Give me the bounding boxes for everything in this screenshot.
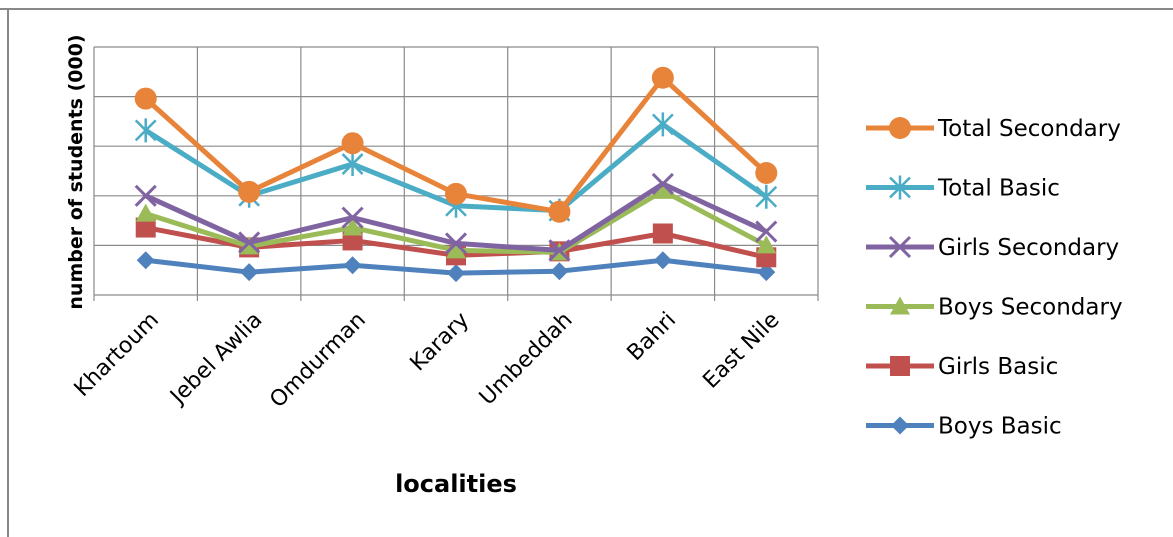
point-girls-secondary-bahri bbox=[651, 172, 674, 195]
legend-marker bbox=[889, 117, 911, 139]
point-boys-secondary-omdurman bbox=[342, 217, 363, 236]
legend-item-total-secondary: Total Secondary bbox=[866, 116, 1121, 142]
point-total-secondary-khartoum bbox=[134, 87, 157, 110]
legend-marker bbox=[889, 175, 911, 200]
legend-label: Boys Secondary bbox=[938, 295, 1123, 321]
legend-item-girls-secondary: Girls Secondary bbox=[866, 235, 1119, 261]
series-layer bbox=[134, 66, 778, 283]
point-total-secondary-bahri bbox=[651, 66, 674, 89]
point-total-basic-khartoum bbox=[134, 118, 157, 143]
point-boys-basic-omdurman bbox=[343, 256, 362, 275]
point-girls-secondary-karary bbox=[444, 232, 468, 255]
series-boys-basic bbox=[136, 251, 776, 283]
point-girls-secondary-omdurman bbox=[341, 206, 364, 229]
point-total-secondary-omdurman bbox=[341, 132, 364, 155]
point-total-secondary-east-nile bbox=[755, 161, 778, 184]
point-boys-basic-jebel-awlia bbox=[240, 263, 259, 282]
point-total-basic-omdurman bbox=[341, 152, 364, 177]
point-total-basic-east-nile bbox=[755, 184, 778, 209]
y-axis-title: number of students (000) bbox=[65, 34, 87, 309]
legend-item-boys-basic: Boys Basic bbox=[866, 414, 1062, 440]
point-boys-secondary-karary bbox=[446, 240, 466, 259]
point-total-secondary-karary bbox=[445, 182, 467, 205]
point-boys-secondary-east-nile bbox=[756, 235, 777, 254]
point-total-basic-bahri bbox=[651, 112, 674, 137]
frame-border-top bbox=[0, 8, 1173, 10]
point-boys-basic-karary bbox=[447, 264, 465, 283]
x-axis-title: localities bbox=[395, 470, 517, 498]
x-tick-label: Umbeddah bbox=[475, 308, 578, 411]
legend-label: Boys Basic bbox=[938, 414, 1062, 440]
x-tick-label: Khartoum bbox=[70, 308, 164, 402]
legend-label: Girls Secondary bbox=[938, 235, 1119, 261]
point-total-secondary-jebel-awlia bbox=[238, 180, 261, 203]
point-girls-secondary-khartoum bbox=[134, 184, 157, 207]
point-girls-secondary-east-nile bbox=[755, 220, 778, 243]
series-total-secondary bbox=[134, 66, 778, 223]
legend-label: Total Secondary bbox=[937, 116, 1121, 142]
point-boys-basic-bahri bbox=[653, 251, 672, 270]
point-total-secondary-umbeddah bbox=[548, 200, 571, 223]
x-tick-label: Omdurman bbox=[265, 308, 370, 413]
legend-marker bbox=[891, 416, 909, 435]
legend-label: Girls Basic bbox=[938, 354, 1058, 380]
point-girls-basic-bahri bbox=[652, 223, 673, 244]
legend-marker bbox=[890, 356, 910, 376]
frame-border-left bbox=[7, 8, 9, 537]
point-boys-secondary-khartoum bbox=[135, 203, 156, 222]
x-tick-label: East Nile bbox=[698, 308, 784, 394]
legend-item-boys-secondary: Boys Secondary bbox=[866, 295, 1123, 321]
x-tick-label: Bahri bbox=[623, 308, 681, 366]
legend: Total Secondary Total Basic Girls Secondar… bbox=[866, 116, 1123, 440]
point-girls-secondary-umbeddah bbox=[548, 239, 571, 262]
legend-label: Total Basic bbox=[937, 176, 1060, 202]
x-tick-label: Karary bbox=[406, 308, 475, 377]
point-boys-basic-east-nile bbox=[757, 263, 776, 282]
series-total-basic bbox=[134, 112, 778, 223]
point-boys-secondary-bahri bbox=[652, 180, 673, 199]
legend-item-girls-basic: Girls Basic bbox=[866, 354, 1058, 380]
point-girls-secondary-jebel-awlia bbox=[238, 231, 261, 254]
point-boys-secondary-jebel-awlia bbox=[239, 236, 260, 255]
legend-marker bbox=[890, 296, 910, 315]
x-tick-label: Jebel Awlia bbox=[165, 308, 268, 411]
legend-marker bbox=[888, 235, 912, 259]
point-boys-basic-khartoum bbox=[136, 251, 155, 270]
legend-item-total-basic: Total Basic bbox=[866, 175, 1060, 202]
point-girls-basic-khartoum bbox=[135, 217, 156, 238]
point-boys-basic-umbeddah bbox=[550, 262, 569, 281]
series-girls-secondary bbox=[134, 172, 778, 262]
